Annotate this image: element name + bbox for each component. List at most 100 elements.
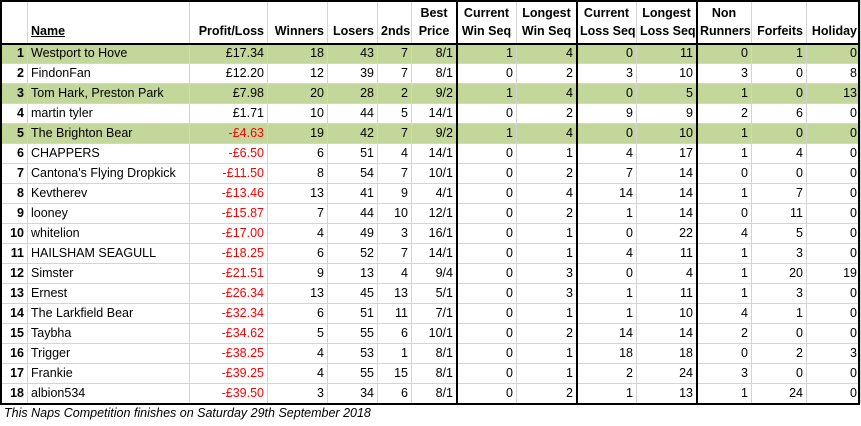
table-cell: 13 — [378, 284, 412, 304]
table-cell: 7 — [577, 164, 637, 184]
table-cell: 7 — [378, 164, 412, 184]
table-cell: 20 — [752, 264, 807, 284]
border-line — [456, 0, 458, 405]
table-cell: 0 — [457, 384, 517, 404]
table-cell: 1 — [457, 44, 517, 64]
table-cell: 0 — [457, 244, 517, 264]
table-cell: 4 — [0, 104, 28, 124]
header-cell: Losers — [328, 0, 378, 44]
table-cell: 12 — [0, 264, 28, 284]
table-cell: 7 — [0, 164, 28, 184]
table-cell: 6 — [268, 244, 328, 264]
table-cell: 14 — [637, 324, 697, 344]
table-cell: 1 — [517, 364, 577, 384]
table-cell: 4 — [577, 144, 637, 164]
table-cell: 1 — [517, 304, 577, 324]
table-cell: 14 — [637, 164, 697, 184]
header-cell: Current Win Seq — [457, 0, 517, 44]
header-text: Holiday — [811, 24, 857, 38]
table-cell: 0 — [807, 324, 861, 344]
table-cell: 0 — [577, 264, 637, 284]
table-cell: 4 — [378, 144, 412, 164]
table-cell: 8/1 — [412, 344, 457, 364]
border-line — [576, 0, 578, 405]
table-cell: 13 — [328, 264, 378, 284]
table-cell: 5 — [637, 84, 697, 104]
header-text: Longest — [522, 6, 571, 20]
table-cell: 13 — [0, 284, 28, 304]
table-cell: 0 — [457, 184, 517, 204]
table-cell: -£17.00 — [190, 224, 268, 244]
table-cell: 0 — [807, 284, 861, 304]
border-line — [696, 0, 698, 405]
table-cell: 0 — [457, 324, 517, 344]
table-cell: 11 — [637, 44, 697, 64]
table-cell: 5 — [0, 124, 28, 144]
header-text: Loss Seq — [640, 24, 696, 38]
table-cell: 7/1 — [412, 304, 457, 324]
table-cell: 14 — [637, 204, 697, 224]
table-cell: 2 — [517, 204, 577, 224]
table-cell: Trigger — [28, 344, 190, 364]
table-cell: whitelion — [28, 224, 190, 244]
table-cell: martin tyler — [28, 104, 190, 124]
table-cell: 0 — [807, 384, 861, 404]
table-cell: 1 — [752, 44, 807, 64]
table-cell: 0 — [752, 124, 807, 144]
table-cell: 0 — [697, 344, 752, 364]
border-line — [858, 0, 860, 405]
table-cell: 0 — [807, 124, 861, 144]
table-cell: 39 — [328, 64, 378, 84]
table-cell: 14 — [0, 304, 28, 324]
table-cell: 0 — [807, 224, 861, 244]
table-cell: 12/1 — [412, 204, 457, 224]
header-cell: Holiday — [807, 0, 861, 44]
table-cell: 1 — [378, 344, 412, 364]
table-cell: 8/1 — [412, 384, 457, 404]
table-cell: -£15.87 — [190, 204, 268, 224]
table-cell: 10 — [378, 204, 412, 224]
table-cell: 0 — [807, 244, 861, 264]
header-cell: Winners — [268, 0, 328, 44]
header-text: Forfeits — [757, 24, 803, 38]
border-line — [0, 403, 860, 405]
table-cell: 1 — [697, 284, 752, 304]
table-cell: 9 — [0, 204, 28, 224]
header-text: Win Seq — [461, 24, 512, 38]
table-cell: 4 — [752, 144, 807, 164]
table-cell: 10/1 — [412, 324, 457, 344]
table-cell: 2 — [577, 364, 637, 384]
table-cell: 1 — [697, 144, 752, 164]
table-cell: 51 — [328, 304, 378, 324]
table-cell: 0 — [457, 104, 517, 124]
table-cell: 22 — [637, 224, 697, 244]
table-cell: 4 — [378, 264, 412, 284]
table-cell: 14/1 — [412, 144, 457, 164]
table-cell: Ernest — [28, 284, 190, 304]
header-text: Profit/Loss — [198, 24, 264, 38]
table-cell: 1 — [517, 344, 577, 364]
table-cell: 9 — [577, 104, 637, 124]
table-cell: 3 — [577, 64, 637, 84]
table-cell: -£21.51 — [190, 264, 268, 284]
table-cell: 1 — [697, 384, 752, 404]
header-text: Price — [418, 24, 450, 38]
table-cell: HAILSHAM SEAGULL — [28, 244, 190, 264]
table-cell: 19 — [807, 264, 861, 284]
header-text: Name — [31, 24, 66, 38]
table-cell: 0 — [807, 104, 861, 124]
table-cell: 3 — [752, 244, 807, 264]
table-cell: -£32.34 — [190, 304, 268, 324]
table-cell: 2 — [517, 64, 577, 84]
table-cell: 13 — [268, 184, 328, 204]
table-cell: 3 — [378, 224, 412, 244]
table-cell: 0 — [697, 164, 752, 184]
table-cell: 4 — [517, 44, 577, 64]
table-cell: 41 — [328, 184, 378, 204]
table-cell: £17.34 — [190, 44, 268, 64]
table-cell: 43 — [328, 44, 378, 64]
table-cell: 7 — [268, 204, 328, 224]
table-cell: 19 — [268, 124, 328, 144]
table-cell: 13 — [637, 384, 697, 404]
header-cell: Non Runners — [697, 0, 752, 44]
